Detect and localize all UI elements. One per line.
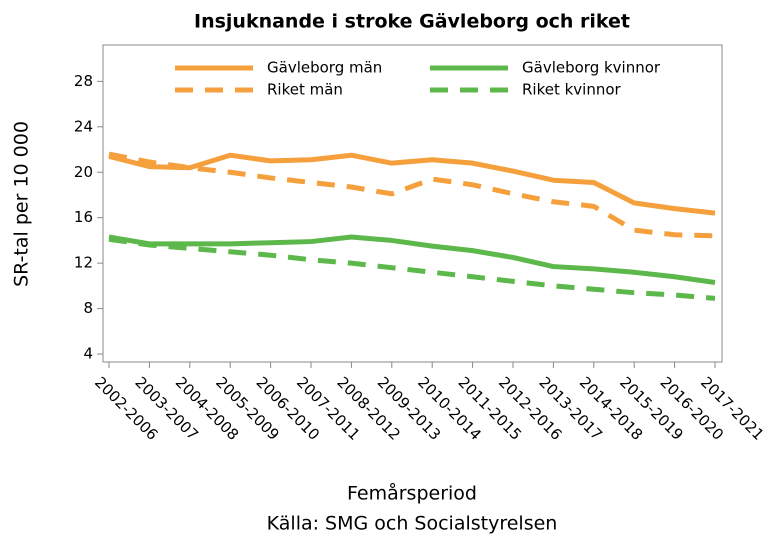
series-line — [108, 152, 716, 216]
legend-label: Riket kvinnor — [522, 81, 622, 99]
legend-label: Riket män — [267, 81, 343, 99]
series-line — [108, 151, 716, 239]
y-tick-label: 12 — [74, 254, 93, 272]
y-tick-label: 16 — [74, 208, 93, 226]
legend-label: Gävleborg män — [267, 59, 382, 77]
y-axis-label: SR-tal per 10 000 — [11, 121, 33, 287]
plot-frame — [102, 44, 723, 363]
x-axis-label: Femårsperiod — [347, 482, 477, 505]
legend-label: Gävleborg kvinnor — [522, 59, 661, 77]
y-tick-label: 28 — [74, 72, 93, 90]
y-tick-label: 24 — [74, 117, 93, 135]
y-tick-label: 20 — [74, 163, 93, 181]
y-tick-label: 4 — [83, 345, 93, 363]
series-line — [108, 234, 716, 285]
series-line — [108, 236, 716, 301]
chart-title: Insjuknande i stroke Gävleborg och riket — [194, 11, 630, 33]
y-tick-label: 8 — [83, 299, 93, 317]
source-note: Källa: SMG och Socialstyrelsen — [267, 513, 558, 535]
